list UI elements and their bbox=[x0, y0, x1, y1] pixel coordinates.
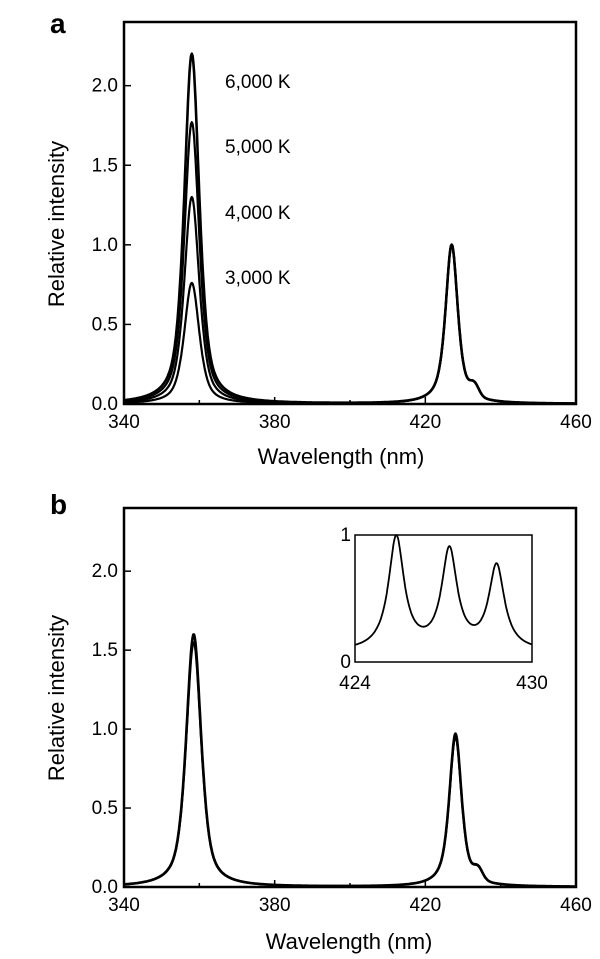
panel-b-y-tick-label-2.0: 2.0 bbox=[92, 561, 118, 582]
inset-y-tick-label-1: 1 bbox=[340, 525, 351, 546]
panel-b-x-axis-title: Wavelength (nm) bbox=[266, 929, 433, 954]
inset-axes: 424 430 0 1 bbox=[339, 525, 548, 694]
panel-a-y-axis-title: Relative intensity bbox=[44, 141, 69, 307]
panel-a-series-group bbox=[123, 52, 577, 405]
panel-a-series-line-2 bbox=[123, 121, 577, 405]
panel-a-x-tick-label-340: 340 bbox=[108, 412, 140, 433]
panel-b-x-tick-label-420: 420 bbox=[409, 895, 441, 916]
inset-x-tick-label-430: 430 bbox=[516, 673, 548, 694]
panel-a-x-tick-label-460: 460 bbox=[560, 412, 592, 433]
annotation-3000k: 3,000 K bbox=[225, 268, 291, 289]
panel-a-y-tick-label-0.5: 0.5 bbox=[92, 314, 118, 335]
panel-b-inset: 424 430 0 1 bbox=[339, 525, 548, 694]
panel-b-y-axis-title: Relative intensity bbox=[44, 615, 69, 781]
panel-a-x-axis-title: Wavelength (nm) bbox=[258, 444, 425, 469]
panel-a-plot-frame bbox=[122, 20, 578, 406]
panel-a-axes: 340 380 420 460 0.0 0.5 1.0 1.5 2.0 bbox=[92, 76, 592, 433]
panel-b-axes: 340 380 420 460 0.0 0.5 1.0 1.5 2.0 bbox=[92, 561, 592, 916]
panel-a-series-line-4 bbox=[123, 243, 577, 405]
annotation-4000k: 4,000 K bbox=[225, 203, 291, 224]
inset-series-line bbox=[354, 534, 533, 646]
panel-a-chart: a 340 380 420 460 0.0 0.5 1.0 1.5 2.0 6,000 K 5,… bbox=[44, 8, 592, 469]
panel-a-x-tick-label-420: 420 bbox=[409, 412, 441, 433]
panel-a-x-tick-label-380: 380 bbox=[259, 412, 291, 433]
panel-b-y-tick-label-0.5: 0.5 bbox=[92, 798, 118, 819]
panel-a-series-line-1 bbox=[123, 52, 577, 405]
annotation-6000k: 6,000 K bbox=[225, 72, 291, 93]
panel-b-x-tick-label-340: 340 bbox=[108, 895, 140, 916]
panel-b-plot-frame bbox=[122, 506, 578, 889]
annotation-5000k: 5,000 K bbox=[225, 137, 291, 158]
panel-a-y-tick-label-1.0: 1.0 bbox=[92, 235, 118, 256]
panel-b-x-tick-label-380: 380 bbox=[259, 895, 291, 916]
panel-b-y-tick-label-1.5: 1.5 bbox=[92, 640, 118, 661]
panel-b-x-tick-label-460: 460 bbox=[560, 895, 592, 916]
panel-b-label: b bbox=[50, 489, 67, 520]
inset-y-tick-label-0: 0 bbox=[340, 652, 351, 673]
inset-plot-frame bbox=[354, 534, 533, 663]
panel-a-y-tick-label-0.0: 0.0 bbox=[92, 394, 118, 415]
panel-b-y-tick-label-0.0: 0.0 bbox=[92, 877, 118, 898]
panel-a-series-line-3 bbox=[123, 195, 577, 405]
panel-a-label: a bbox=[50, 8, 66, 39]
panel-b-plot-area bbox=[122, 506, 578, 889]
panel-b-y-tick-label-1.0: 1.0 bbox=[92, 719, 118, 740]
panel-a-y-tick-label-1.5: 1.5 bbox=[92, 155, 118, 176]
panel-b-chart: b 340 380 420 460 0.0 0.5 1.0 1.5 2.0 Wavelength… bbox=[44, 489, 592, 954]
panel-a-plot-area bbox=[122, 20, 578, 406]
inset-series-group bbox=[354, 534, 533, 646]
inset-x-tick-label-424: 424 bbox=[339, 673, 371, 694]
panel-a-y-tick-label-2.0: 2.0 bbox=[92, 76, 118, 97]
